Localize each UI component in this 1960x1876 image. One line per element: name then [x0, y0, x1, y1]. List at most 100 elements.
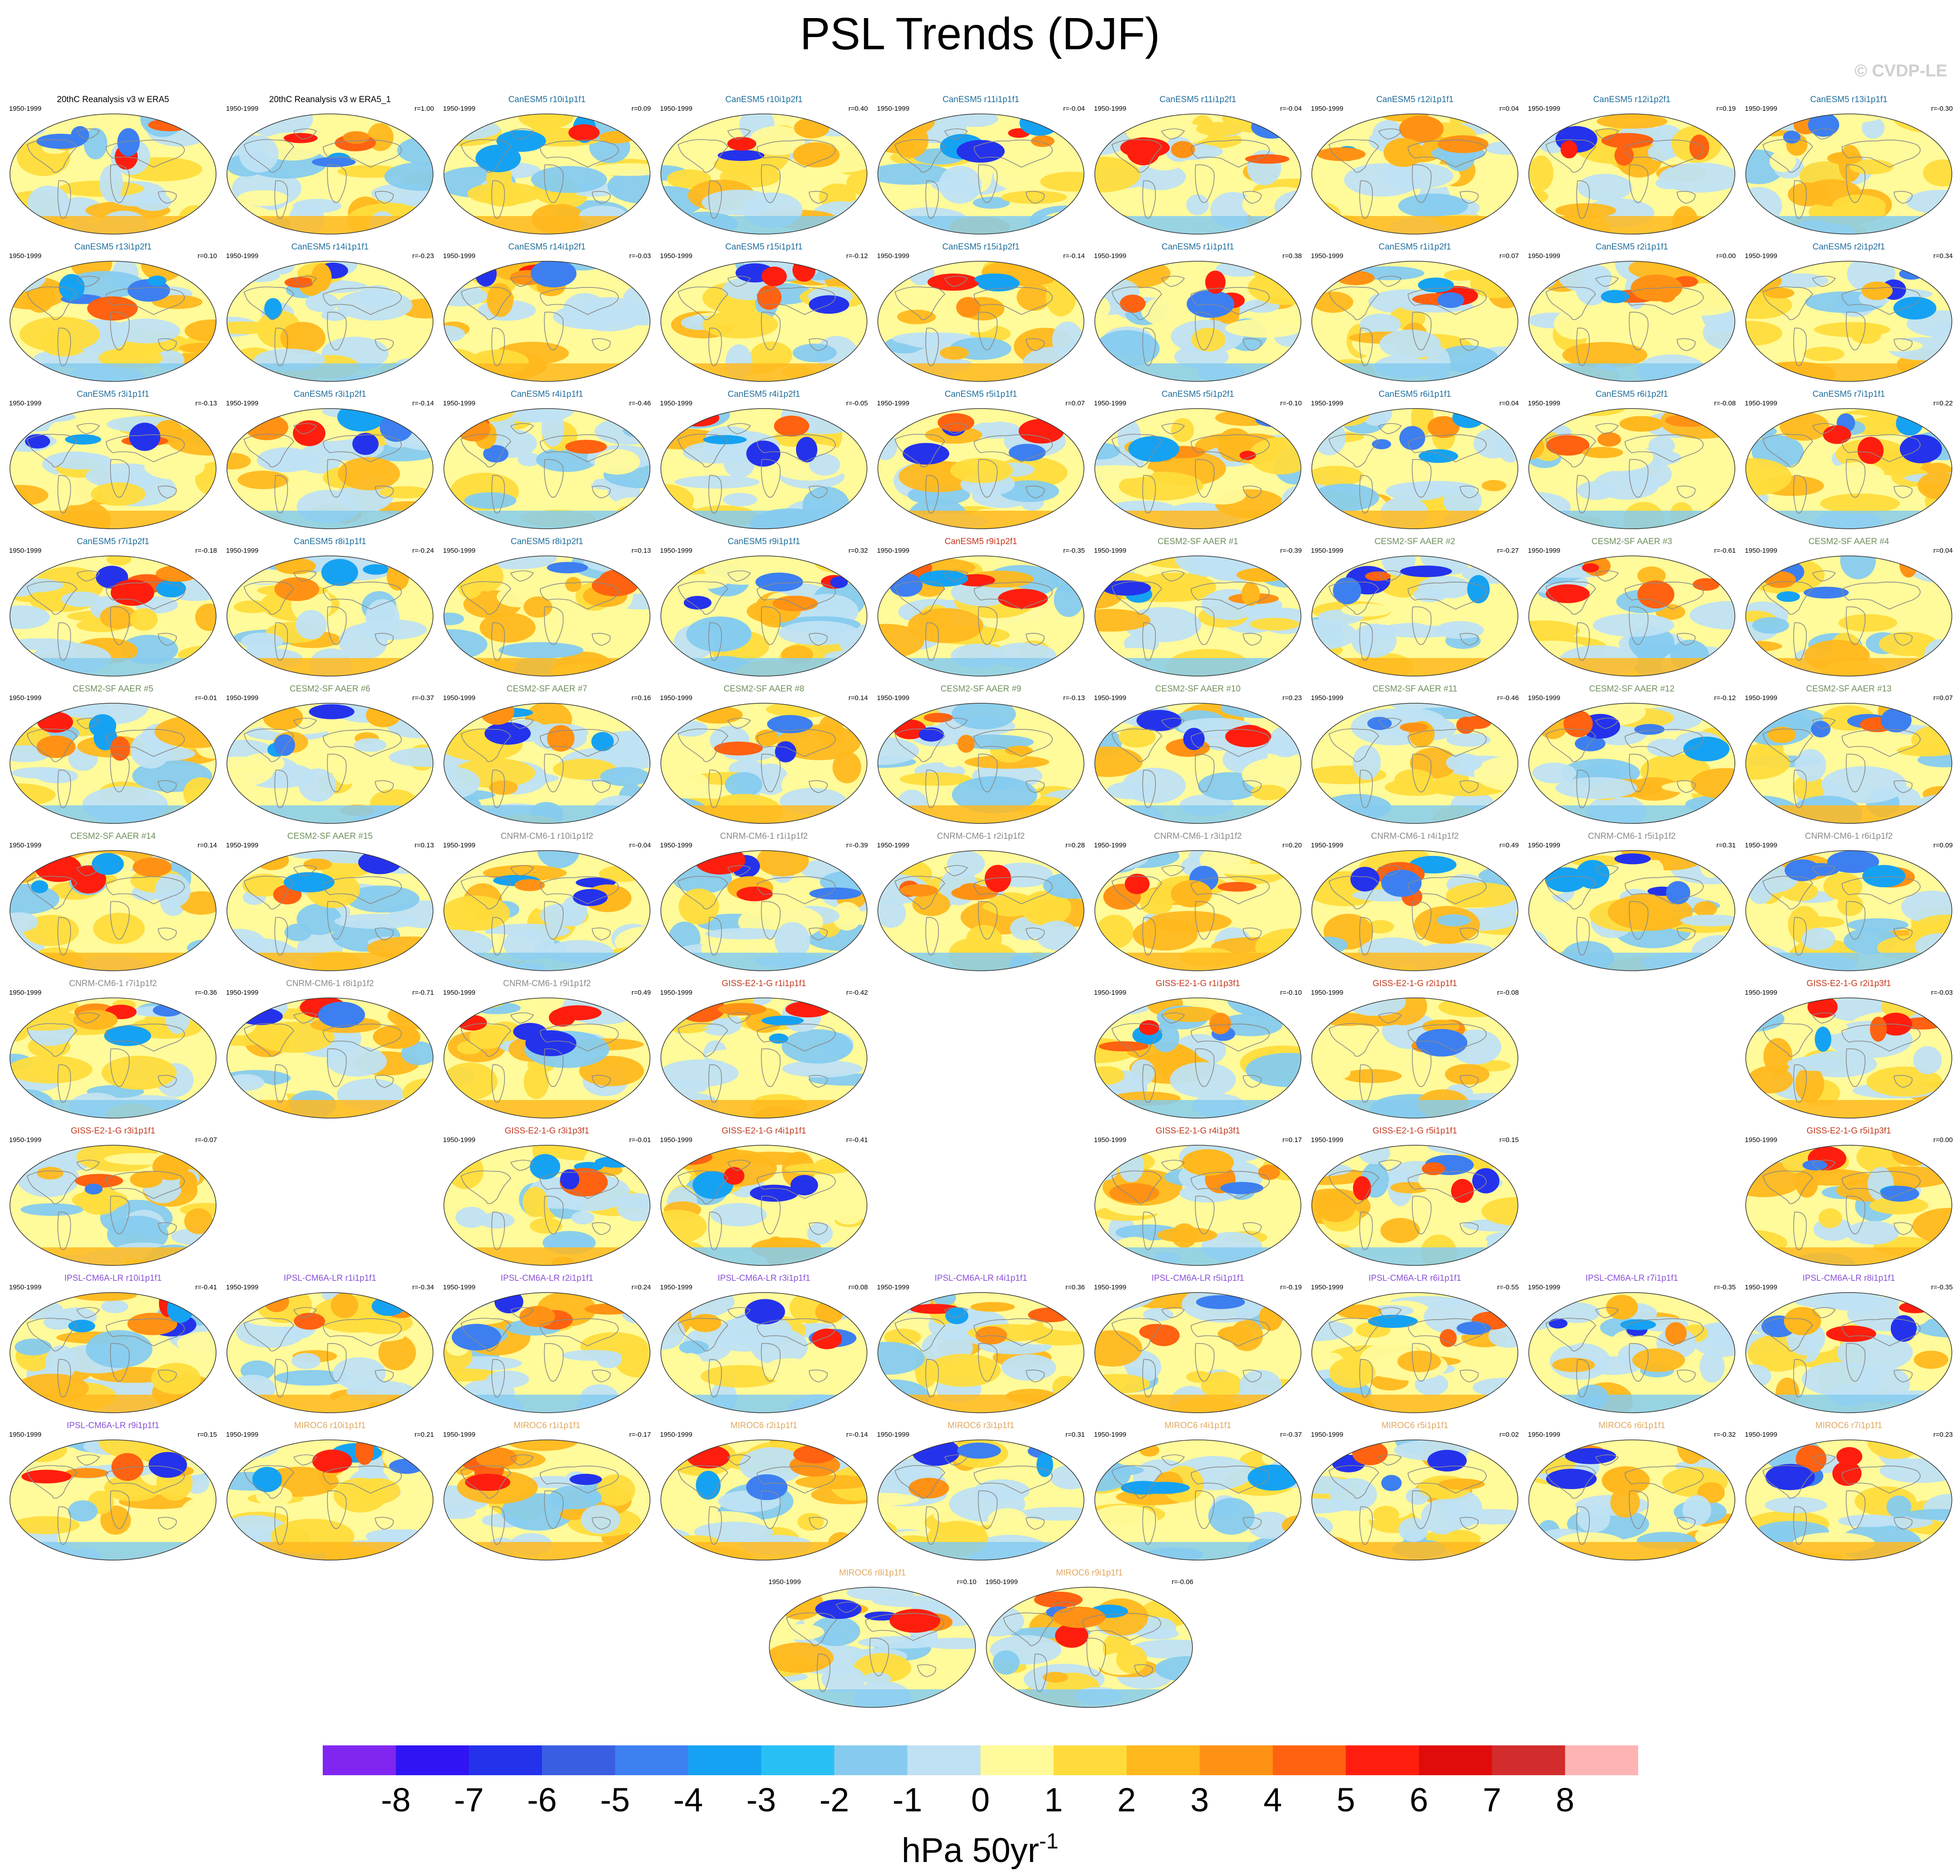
psl-trend-map — [1528, 703, 1735, 824]
map-panel: 1950-1999 IPSL-CM6A-LR r6i1p1f1 r=-0.55 — [1306, 1274, 1523, 1418]
psl-trend-map — [660, 1292, 867, 1413]
psl-trend-map — [1311, 703, 1518, 824]
watermark-text: © CVDP-LE — [1854, 61, 1947, 80]
map-panel: 1950-1999 IPSL-CM6A-LR r5i1p1f1 r=-0.19 — [1089, 1274, 1306, 1418]
panel-period: 1950-1999 — [1528, 842, 1560, 849]
panel-correlation: r=-0.35 — [1714, 1284, 1736, 1291]
panel-title: CanESM5 r5i1p1f1 — [944, 390, 1018, 399]
panel-period: 1950-1999 — [443, 252, 476, 260]
map-panel: 1950-1999 GISS-E2-1-G r1i1p1f1 r=-0.42 — [655, 979, 872, 1124]
panel-period: 1950-1999 — [226, 400, 259, 407]
psl-trend-map — [1528, 1439, 1735, 1561]
map-panel: 1950-1999 CanESM5 r4i1p1f1 r=-0.46 — [438, 390, 655, 534]
panel-title: CanESM5 r11i1p2f1 — [1159, 95, 1236, 104]
psl-trend-map — [1745, 997, 1952, 1119]
panel-period: 1950-1999 — [9, 252, 42, 260]
colorbar-tick-label: -3 — [746, 1781, 776, 1819]
psl-trend-map — [1311, 997, 1518, 1119]
colorbar-tick-label: -2 — [820, 1781, 849, 1819]
map-panel: 1950-1999 IPSL-CM6A-LR r2i1p1f1 r=0.24 — [438, 1274, 655, 1418]
panel-period: 1950-1999 — [226, 694, 259, 702]
panel-title: CanESM5 r1i1p1f1 — [1161, 242, 1234, 252]
panel-period: 1950-1999 — [1094, 989, 1126, 997]
map-panel: 1950-1999 MIROC6 r1i1p1f1 r=-0.17 — [438, 1421, 655, 1566]
panel-period: 1950-1999 — [1311, 400, 1343, 407]
map-panel: 1950-1999 CNRM-CM6-1 r8i1p1f2 r=-0.71 — [221, 979, 438, 1124]
panel-title: IPSL-CM6A-LR r10i1p1f1 — [64, 1274, 162, 1283]
map-panel: 1950-1999 CanESM5 r10i1p1f1 r=0.09 — [438, 95, 655, 240]
panel-period: 1950-1999 — [660, 105, 693, 113]
colorbar-swatch — [761, 1745, 835, 1775]
chart-title: PSL Trends (DJF) — [800, 9, 1160, 59]
panel-period: 1950-1999 — [443, 1431, 476, 1439]
panel-title: CNRM-CM6-1 r5i1p1f2 — [1588, 832, 1676, 841]
panel-title: CanESM5 r2i1p2f1 — [1812, 242, 1885, 252]
panel-title: MIROC6 r4i1p1f1 — [1164, 1421, 1231, 1430]
psl-trend-map — [1094, 850, 1301, 971]
panel-period: 1950-1999 — [1311, 842, 1343, 849]
map-panel: 1950-1999 CanESM5 r11i1p2f1 r=-0.04 — [1089, 95, 1306, 240]
panel-title: GISS-E2-1-G r5i1p1f1 — [1372, 1126, 1457, 1136]
panel-period: 1950-1999 — [1094, 252, 1126, 260]
colorbar-swatch — [834, 1745, 908, 1775]
panel-correlation: r=-0.08 — [1497, 989, 1519, 997]
panel-period: 1950-1999 — [226, 105, 259, 113]
psl-trend-map — [1094, 408, 1301, 529]
map-panel: 1950-1999 GISS-E2-1-G r1i1p3f1 r=-0.10 — [1089, 979, 1306, 1124]
map-panel: 1950-1999 CanESM5 r15i1p1f1 r=-0.12 — [655, 242, 872, 387]
panel-title: IPSL-CM6A-LR r1i1p1f1 — [283, 1274, 377, 1283]
psl-trend-map — [1311, 1145, 1518, 1266]
map-panel: 1950-1999 CESM2-SF AAER #3 r=-0.61 — [1523, 537, 1740, 682]
psl-trend-map — [1094, 703, 1301, 824]
psl-trend-map — [1311, 113, 1518, 235]
psl-trend-map — [1528, 261, 1735, 382]
colorbar-swatch — [323, 1745, 396, 1775]
panel-period: 1950-1999 — [660, 842, 693, 849]
units-base: hPa 50yr — [901, 1831, 1039, 1870]
panel-period: 1950-1999 — [660, 547, 693, 555]
panel-period: 1950-1999 — [9, 1136, 42, 1144]
panel-correlation: r=-0.01 — [195, 694, 217, 702]
panel-title: MIROC6 r6i1p1f1 — [1598, 1421, 1665, 1430]
panel-correlation: r=-0.19 — [1280, 1284, 1302, 1291]
psl-trend-map — [877, 113, 1084, 235]
panel-period: 1950-1999 — [877, 694, 909, 702]
psl-trend-map — [226, 997, 433, 1119]
panel-correlation: r=0.10 — [957, 1578, 976, 1586]
panel-title: CESM2-SF AAER #7 — [506, 684, 588, 694]
map-panel: 1950-1999 CESM2-SF AAER #15 r=0.13 — [221, 832, 438, 976]
psl-trend-map — [9, 261, 217, 382]
panel-correlation: r=-0.42 — [846, 989, 868, 997]
panel-title: CanESM5 r2i1p1f1 — [1595, 242, 1668, 252]
panel-correlation: r=0.38 — [1282, 252, 1302, 260]
panel-title: CanESM5 r3i1p1f1 — [76, 390, 150, 399]
map-panel: 1950-1999 GISS-E2-1-G r4i1p3f1 r=0.17 — [1089, 1126, 1306, 1271]
map-panel: 1950-1999 CESM2-SF AAER #5 r=-0.01 — [5, 684, 221, 829]
panel-correlation: r=0.04 — [1499, 400, 1519, 407]
panel-period: 1950-1999 — [1094, 547, 1126, 555]
panel-period: 1950-1999 — [443, 105, 476, 113]
panel-period: 1950-1999 — [768, 1578, 801, 1586]
map-panel: 1950-1999 20thC Reanalysis v3 w ERA5 — [5, 95, 221, 240]
panel-period: 1950-1999 — [877, 105, 909, 113]
panel-title: IPSL-CM6A-LR r8i1p1f1 — [1802, 1274, 1895, 1283]
map-panel: 1950-1999 CanESM5 r7i1p2f1 r=-0.18 — [5, 537, 221, 682]
panel-period: 1950-1999 — [1094, 1136, 1126, 1144]
psl-trend-map — [1528, 113, 1735, 235]
colorbar-swatch — [396, 1745, 469, 1775]
psl-trend-map — [443, 113, 650, 235]
panel-title: MIROC6 r8i1p1f1 — [839, 1568, 906, 1578]
panel-correlation: r=0.14 — [198, 842, 217, 849]
panel-title: MIROC6 r5i1p1f1 — [1381, 1421, 1448, 1430]
panel-period: 1950-1999 — [660, 694, 693, 702]
panel-correlation: r=-0.04 — [1280, 105, 1302, 113]
panel-correlation: r=0.17 — [1282, 1136, 1302, 1144]
panel-correlation: r=-0.12 — [1714, 694, 1736, 702]
colorbar-tick-label: 8 — [1556, 1781, 1574, 1819]
panel-title: MIROC6 r2i1p1f1 — [730, 1421, 797, 1430]
panel-period: 1950-1999 — [1094, 105, 1126, 113]
panel-title: CNRM-CM6-1 r7i1p1f2 — [69, 979, 157, 988]
panel-period: 1950-1999 — [226, 1431, 259, 1439]
psl-trend-map — [769, 1587, 976, 1708]
panel-correlation: r=-0.14 — [1063, 252, 1085, 260]
